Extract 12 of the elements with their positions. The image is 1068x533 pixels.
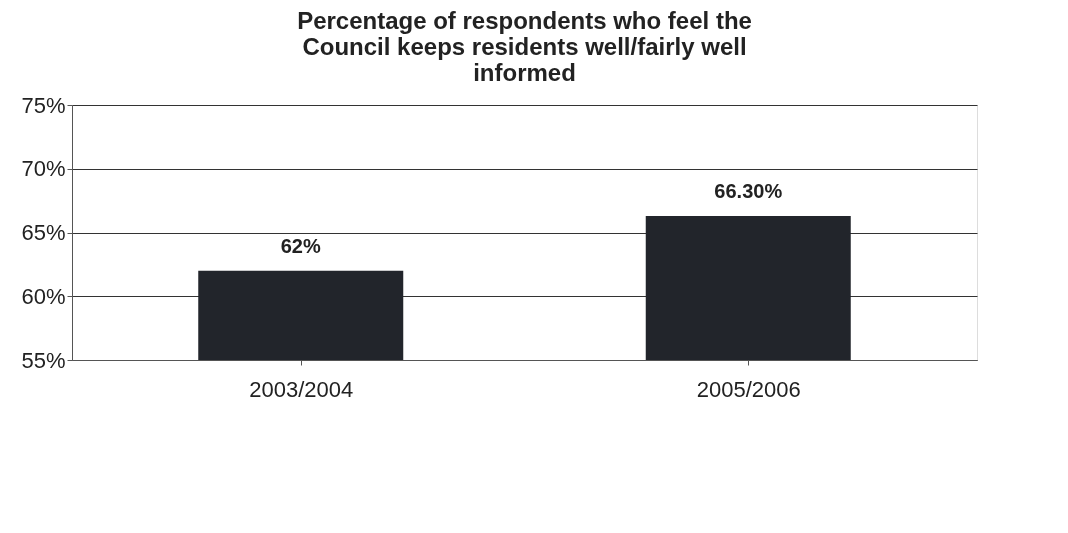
text: Council keeps residents well/fairly well (302, 33, 747, 60)
text: informed (473, 59, 576, 86)
data-label: 62% (280, 234, 321, 257)
y-tick-label: 70% (21, 156, 66, 182)
y-tick-label: 55% (21, 347, 66, 373)
y-tick-label: 60% (21, 283, 66, 309)
x-tick-label: 2005/2006 (696, 376, 801, 402)
text: Percentage of respondents who feel the (297, 7, 752, 34)
y-tick-label: 65% (21, 220, 66, 245)
x-tick-label: 2003/2004 (249, 376, 354, 402)
y-tick-label: 75% (21, 92, 66, 118)
data-label: 66.30% (714, 179, 783, 202)
